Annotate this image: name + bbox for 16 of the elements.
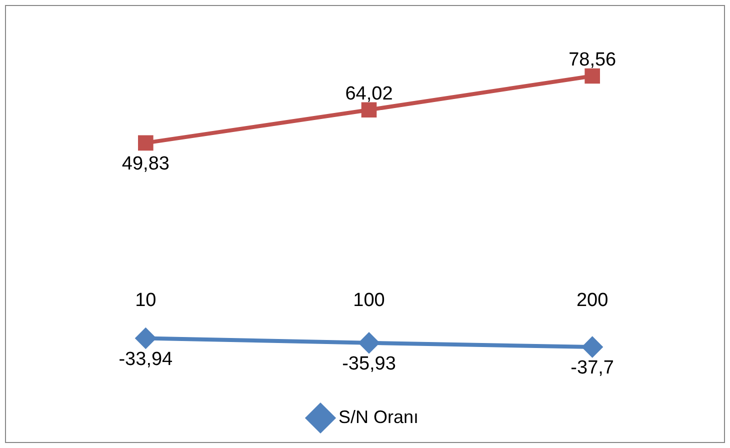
legend-label: S/N Oranı [338, 406, 419, 427]
x-tick-label: 10 [135, 290, 156, 311]
data-label: 64,02 [345, 84, 393, 105]
data-label: -33,94 [118, 348, 174, 370]
data-label: 49,83 [122, 154, 170, 175]
point [361, 102, 377, 118]
point [136, 328, 156, 348]
point [359, 332, 379, 353]
point [584, 68, 600, 84]
x-tick-label: 100 [353, 290, 385, 311]
point [582, 337, 602, 358]
data-label: -37,7 [570, 358, 614, 379]
data-label: 78,56 [568, 50, 616, 71]
point [138, 135, 154, 151]
data-label: -35,93 [342, 354, 396, 375]
x-tick-label: 200 [576, 290, 608, 311]
